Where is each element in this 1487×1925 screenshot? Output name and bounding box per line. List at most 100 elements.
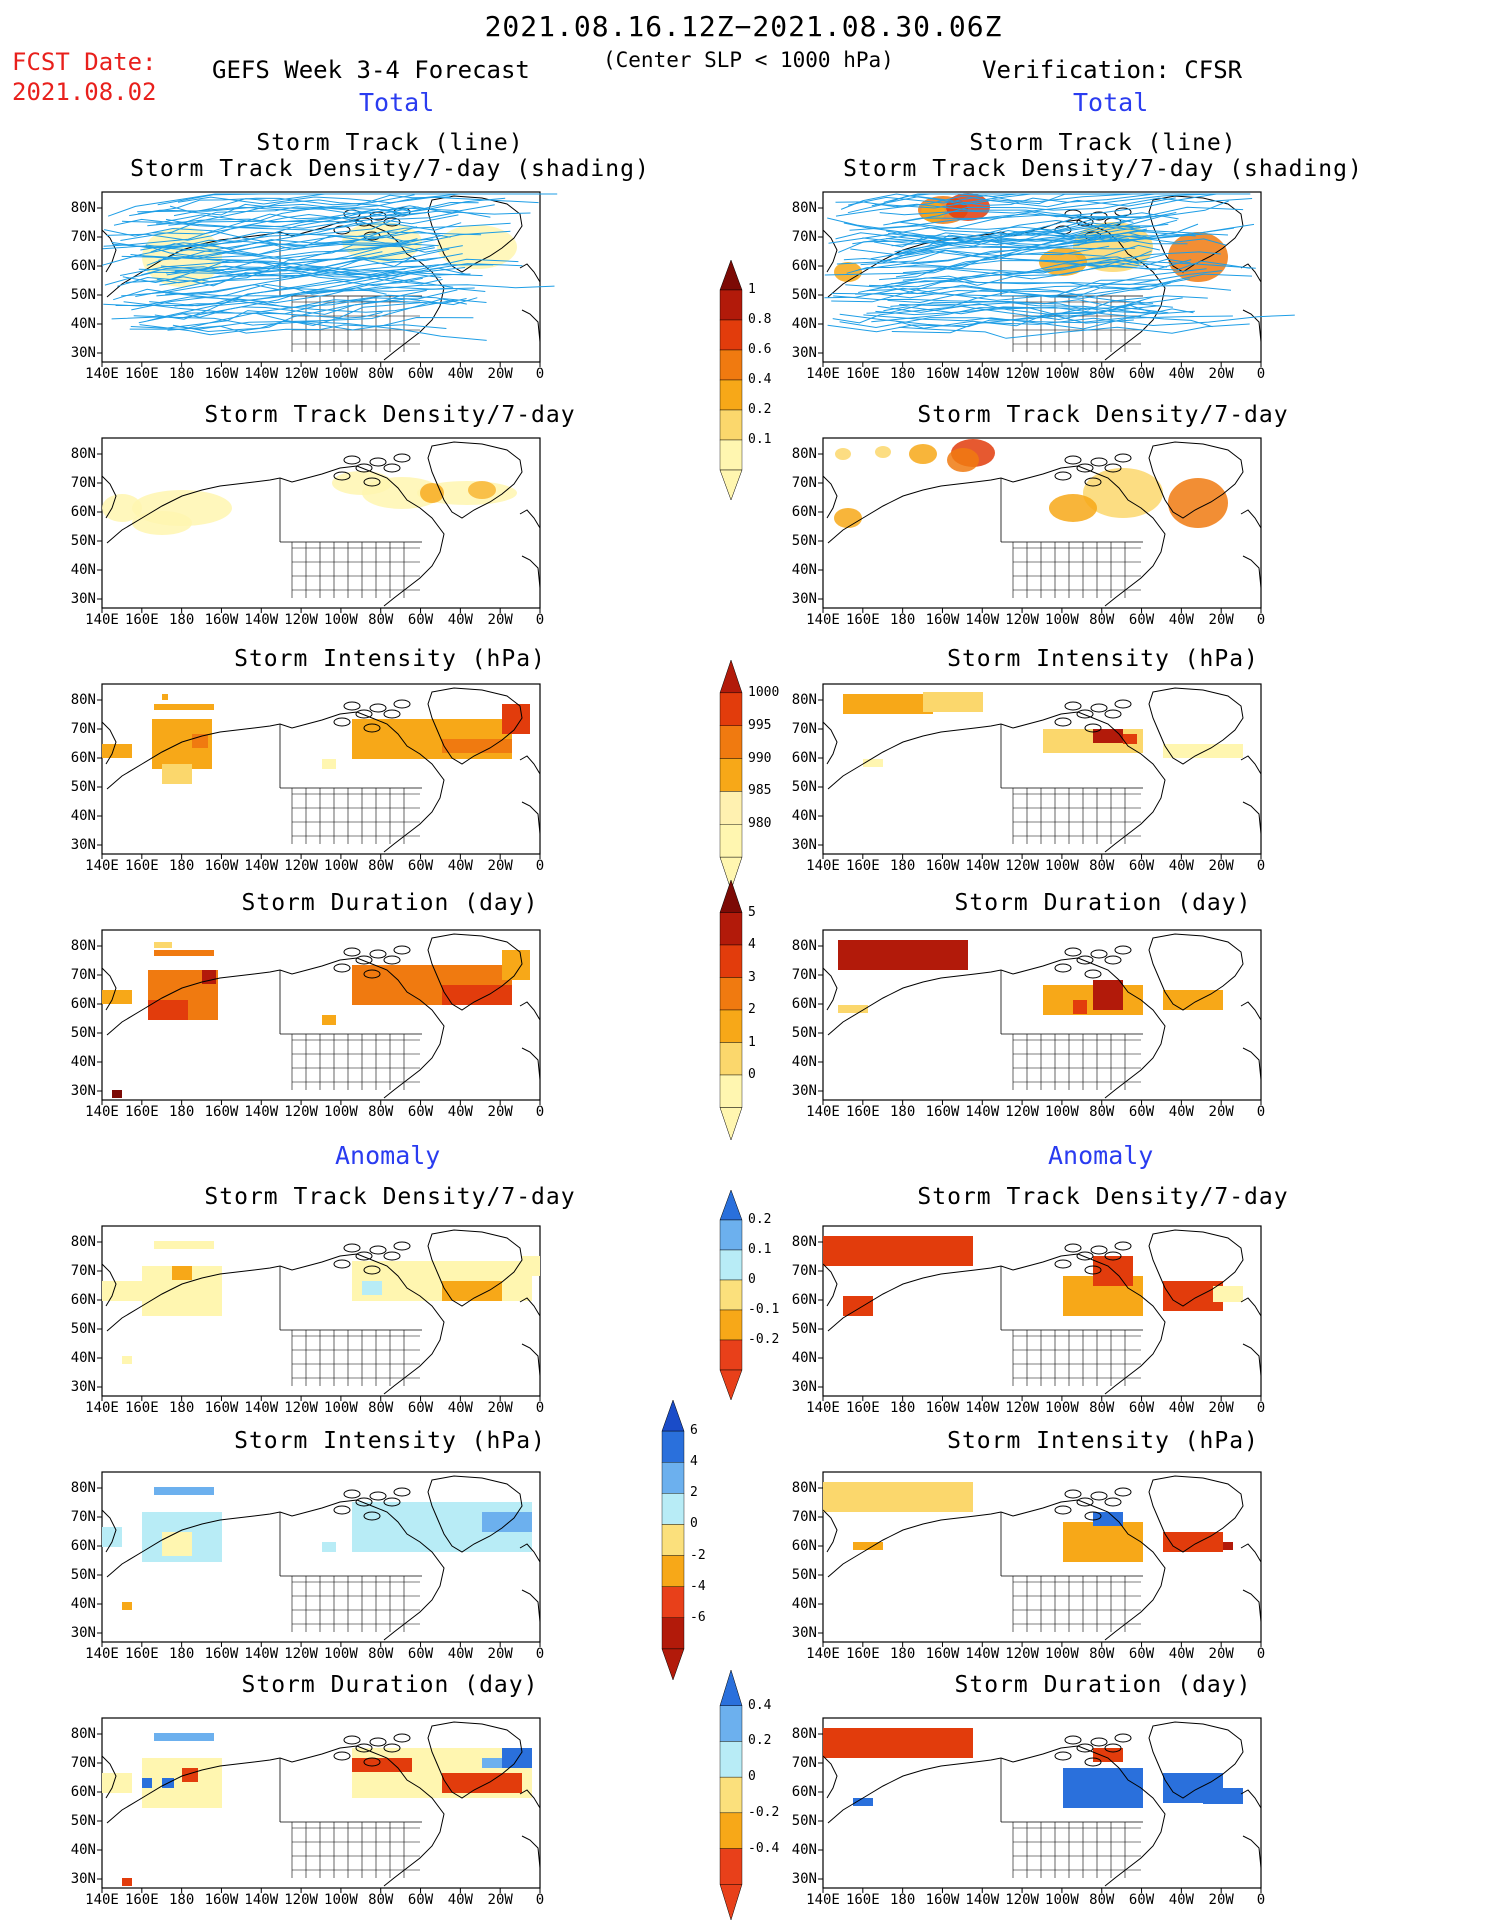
lat-tick-label: 70N: [791, 1263, 817, 1279]
map-panel-right-duration: [818, 929, 1262, 1105]
lat-tick-label: 80N: [70, 1480, 96, 1496]
title-r1b: Storm Track Density/7-day (shading): [843, 156, 1363, 182]
colorbar-level-label: -2: [690, 1547, 706, 1563]
lon-tick-label: 20W: [1208, 366, 1234, 382]
lon-tick-label: 60W: [407, 366, 434, 382]
lon-tick-label: 160W: [204, 612, 239, 628]
lon-tick-label: 40W: [447, 858, 473, 874]
section-anomaly-right: Anomaly: [1048, 1141, 1154, 1170]
lat-tick-label: 30N: [791, 837, 817, 853]
colorbar-level-label: 1: [748, 282, 756, 297]
lon-tick-label: 40W: [447, 1104, 473, 1120]
lon-tick-label: 60W: [407, 858, 434, 874]
lat-tick-label: 70N: [70, 1755, 96, 1771]
lon-tick-label: 140W: [965, 1892, 1000, 1908]
lon-tick-label: 160W: [925, 612, 960, 628]
map-panel-right-duration-anom: [818, 1717, 1262, 1893]
fcst-date-value: 2021.08.02: [12, 78, 157, 106]
colorbar-level-label: 4: [690, 1454, 698, 1470]
lat-tick-label: 80N: [70, 1234, 96, 1250]
lon-tick-label: 140W: [965, 1400, 1000, 1416]
lon-tick-label: 0: [1256, 366, 1266, 382]
colorbar-level-label: 0.2: [748, 1733, 772, 1749]
lon-tick-label: 20W: [1208, 612, 1234, 628]
lon-tick-label: 160E: [845, 1646, 880, 1662]
lon-tick-label: 160W: [925, 1646, 960, 1662]
map-panel-left-density: [97, 437, 541, 613]
lon-tick-label: 120W: [1005, 612, 1039, 628]
lon-tick-label: 40W: [1168, 612, 1194, 628]
lon-tick-label: 100W: [324, 1400, 358, 1416]
lat-tick-label: 70N: [791, 721, 817, 737]
lon-tick-label: 120W: [284, 1104, 318, 1120]
lat-tick-label: 60N: [70, 750, 96, 766]
lon-tick-label: 80W: [368, 858, 394, 874]
colorbar-duration-total: [719, 879, 743, 1141]
lon-tick-label: 160E: [124, 612, 159, 628]
colorbar-level-label: 4: [748, 937, 756, 952]
lon-tick-label: 160E: [845, 366, 880, 382]
lon-tick-label: 60W: [1128, 1892, 1155, 1908]
lon-tick-label: 140W: [244, 1400, 279, 1416]
lon-tick-label: 160W: [925, 1104, 960, 1120]
lat-tick-label: 60N: [791, 1538, 817, 1554]
lat-tick-label: 30N: [791, 1379, 817, 1395]
title-l3: Storm Intensity (hPa): [234, 646, 546, 672]
lat-tick-label: 70N: [791, 967, 817, 983]
colorbar-level-label: 995: [748, 717, 772, 733]
lon-tick-label: 40W: [1168, 1892, 1194, 1908]
lat-tick-label: 30N: [70, 345, 96, 361]
lon-tick-label: 40W: [447, 366, 473, 382]
coastline: [822, 687, 1262, 853]
lon-tick-label: 100W: [1045, 1892, 1079, 1908]
lon-tick-label: 120W: [1005, 1646, 1039, 1662]
lon-tick-label: 40W: [447, 1646, 473, 1662]
colorbar-level-label: 0.8: [748, 312, 772, 327]
lon-tick-label: 180: [168, 1104, 195, 1120]
lon-tick-label: 60W: [407, 612, 434, 628]
lat-tick-label: 40N: [791, 1350, 817, 1366]
lat-tick-label: 40N: [70, 1842, 96, 1858]
lat-tick-label: 70N: [791, 229, 817, 245]
lon-tick-label: 0: [1256, 1104, 1266, 1120]
lon-tick-label: 140W: [965, 858, 1000, 874]
lon-tick-label: 80W: [368, 1400, 394, 1416]
lon-tick-label: 80W: [368, 1104, 394, 1120]
lon-tick-label: 140E: [85, 366, 119, 382]
lon-tick-label: 120W: [284, 1892, 318, 1908]
lon-tick-label: 0: [535, 1104, 545, 1120]
lon-tick-label: 40W: [447, 612, 473, 628]
lon-tick-label: 160W: [204, 1400, 239, 1416]
map-panel-right-intensity-anom: [818, 1471, 1262, 1647]
lon-tick-label: 140W: [244, 366, 279, 382]
coastline: [101, 1721, 541, 1887]
map-panel-left-duration-anom: [97, 1717, 541, 1893]
lon-tick-label: 140E: [806, 612, 840, 628]
colorbar-duration-anom: [719, 1669, 743, 1921]
lon-tick-label: 140E: [806, 1646, 840, 1662]
lat-tick-label: 50N: [70, 1025, 96, 1041]
lon-tick-label: 20W: [1208, 1400, 1234, 1416]
colorbar-level-label: 2: [690, 1485, 698, 1501]
lat-tick-label: 40N: [70, 808, 96, 824]
lon-tick-label: 120W: [1005, 1892, 1039, 1908]
lon-tick-label: 20W: [1208, 858, 1234, 874]
lat-tick-label: 80N: [70, 446, 96, 462]
lon-tick-label: 80W: [1089, 612, 1115, 628]
lon-tick-label: 0: [535, 1646, 545, 1662]
lat-tick-label: 70N: [70, 721, 96, 737]
colorbar-level-label: 1000: [748, 684, 780, 700]
lon-tick-label: 60W: [407, 1400, 434, 1416]
lon-tick-label: 60W: [407, 1104, 434, 1120]
lon-tick-label: 140W: [965, 366, 1000, 382]
map-panel-left-intensity: [97, 683, 541, 859]
lat-tick-label: 50N: [791, 1567, 817, 1583]
lon-tick-label: 100W: [324, 1646, 358, 1662]
lat-tick-label: 80N: [791, 446, 817, 462]
lon-tick-label: 140W: [244, 612, 279, 628]
lon-tick-label: 120W: [284, 1646, 318, 1662]
lat-tick-label: 80N: [791, 692, 817, 708]
lon-tick-label: 160W: [204, 1892, 239, 1908]
lon-tick-label: 100W: [1045, 612, 1079, 628]
colorbar-level-label: 990: [748, 750, 772, 766]
